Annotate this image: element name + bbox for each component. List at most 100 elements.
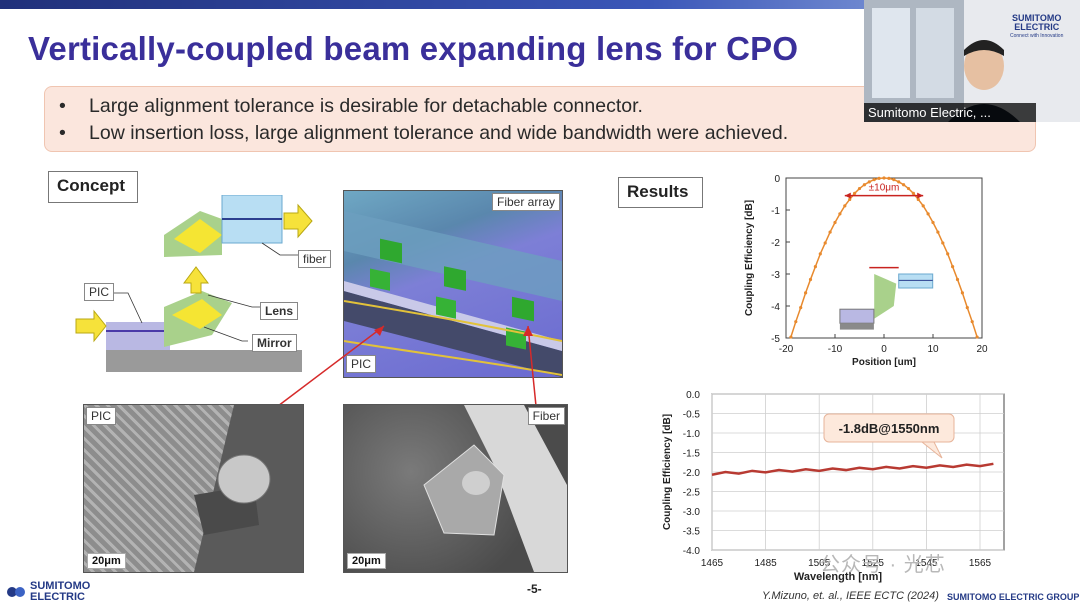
lens-cube bbox=[380, 238, 402, 264]
slide-title: Vertically-coupled beam expanding lens f… bbox=[28, 30, 799, 67]
fiber-array-band bbox=[344, 211, 562, 301]
annotation-box bbox=[823, 413, 955, 443]
data-point bbox=[902, 183, 906, 187]
inset-fiber bbox=[898, 273, 934, 289]
watermark-text: 公众号 · 光芯 bbox=[820, 554, 946, 576]
annotation-text: -1.8dB@1550nm bbox=[839, 421, 940, 436]
fiber-tag: fiber bbox=[298, 250, 332, 268]
sem-pic-drawing bbox=[194, 405, 303, 572]
substrate-block bbox=[106, 350, 302, 372]
data-point bbox=[965, 306, 969, 310]
y-axis-label: Coupling Efficiency [dB] bbox=[662, 414, 673, 530]
bullet-marker: • bbox=[59, 95, 66, 117]
series-line bbox=[790, 177, 978, 338]
data-point bbox=[828, 230, 832, 234]
fiber-array-tag: Fiber array bbox=[491, 193, 560, 211]
x-tick-label: 1525 bbox=[862, 558, 885, 569]
x-tick-label: 10 bbox=[927, 344, 939, 355]
x-tick-label: 20 bbox=[976, 344, 988, 355]
data-point bbox=[843, 204, 847, 208]
lens-cube bbox=[512, 296, 534, 322]
annotation-pointer bbox=[920, 441, 943, 459]
lens-tag: Lens bbox=[260, 302, 299, 320]
y-tick-label: -1 bbox=[771, 206, 780, 217]
bullet-item: • Low insertion loss, large alignment tol… bbox=[55, 120, 1035, 147]
video-logo-line: SUMITOMO bbox=[1012, 13, 1062, 23]
data-point bbox=[848, 197, 852, 202]
fiber-callout-line bbox=[261, 242, 298, 256]
pic-tag: PIC bbox=[84, 283, 115, 301]
scale-bar-label: 20μm bbox=[87, 553, 126, 569]
tolerance-arrow-head bbox=[844, 192, 851, 199]
data-point bbox=[833, 220, 837, 225]
data-point bbox=[955, 277, 960, 282]
concept-label: Concept bbox=[48, 171, 138, 203]
data-point bbox=[862, 183, 866, 187]
logo-text-line: SUMITOMO bbox=[30, 580, 91, 592]
sem-fiber-drawing bbox=[423, 405, 567, 572]
mirror-tag: Mirror bbox=[252, 334, 297, 352]
plot-frame bbox=[785, 177, 983, 339]
sem-lens-block bbox=[423, 444, 505, 536]
bullet-item: • Large alignment tolerance is desirable … bbox=[55, 93, 1035, 120]
data-point bbox=[799, 306, 803, 310]
output-arrow bbox=[283, 203, 313, 239]
citation: Y.Mizuno, et. al., IEEE ECTC (2024) bbox=[762, 590, 939, 602]
rendering-drawing bbox=[344, 211, 562, 377]
lower-beam-shape bbox=[172, 299, 222, 329]
data-point bbox=[808, 277, 813, 282]
data-point bbox=[960, 291, 964, 295]
y-tick-label: -0.5 bbox=[683, 410, 701, 421]
x-tick-label: 1505 bbox=[808, 558, 831, 569]
data-point bbox=[926, 212, 930, 216]
data-point bbox=[916, 197, 920, 202]
page-number: -5- bbox=[527, 582, 542, 596]
sem-lens-surface bbox=[462, 471, 490, 495]
y-tick-label: -2.5 bbox=[683, 488, 701, 499]
mirror-cube bbox=[436, 296, 456, 319]
data-point bbox=[838, 212, 842, 216]
logo-text-line: ELECTRIC bbox=[30, 591, 85, 603]
data-point bbox=[818, 252, 822, 256]
data-point bbox=[911, 191, 915, 195]
video-logo-tagline: Connect with Innovation bbox=[1010, 33, 1064, 39]
pic-callout-line bbox=[110, 292, 143, 324]
x-tick-label: 1485 bbox=[754, 558, 777, 569]
logo-icon bbox=[7, 587, 25, 597]
data-point bbox=[823, 241, 827, 245]
data-point bbox=[941, 241, 945, 245]
data-point bbox=[936, 230, 940, 234]
inset-pic bbox=[839, 308, 875, 324]
data-point bbox=[951, 265, 955, 269]
inset-lens bbox=[874, 274, 897, 319]
video-feed-tile[interactable]: SUMITOMO ELECTRIC Connect with Innovatio… bbox=[864, 0, 1080, 122]
red-pointer-head bbox=[374, 326, 384, 336]
video-background bbox=[864, 0, 1080, 122]
lens-callout-line bbox=[207, 294, 260, 308]
data-point bbox=[813, 265, 817, 269]
x-axis-label: Wavelength [nm] bbox=[794, 571, 883, 583]
data-point bbox=[921, 204, 925, 208]
data-point bbox=[970, 320, 974, 324]
x-tick-label: -20 bbox=[779, 344, 794, 355]
trench-band bbox=[344, 291, 562, 377]
red-pointer-line bbox=[277, 325, 385, 407]
y-tick-label: 0.0 bbox=[686, 390, 700, 401]
data-point bbox=[872, 178, 876, 182]
data-point bbox=[882, 176, 886, 180]
data-point bbox=[794, 320, 798, 324]
x-tick-label: -10 bbox=[828, 344, 843, 355]
series-line bbox=[711, 462, 994, 476]
results-label: Results bbox=[618, 177, 703, 208]
group-text: SUMITOMO ELECTRIC GROUP bbox=[947, 592, 1080, 602]
concept-diagram bbox=[75, 195, 313, 372]
video-logo: SUMITOMO ELECTRIC Connect with Innovatio… bbox=[1010, 14, 1063, 41]
pic-layer bbox=[106, 322, 170, 350]
x-tick-label: 1545 bbox=[915, 558, 938, 569]
y-tick-label: -5 bbox=[771, 334, 780, 345]
top-accent-bar bbox=[0, 0, 1080, 9]
sem-fiber-image: Fiber 20μm bbox=[343, 404, 568, 573]
position-chart: -20 -10 0 10 20 0 -1 -2 -3 -4 -5 Position [um] Coupl… bbox=[744, 174, 988, 368]
sem-pic-image: PIC 20μm bbox=[83, 404, 304, 573]
